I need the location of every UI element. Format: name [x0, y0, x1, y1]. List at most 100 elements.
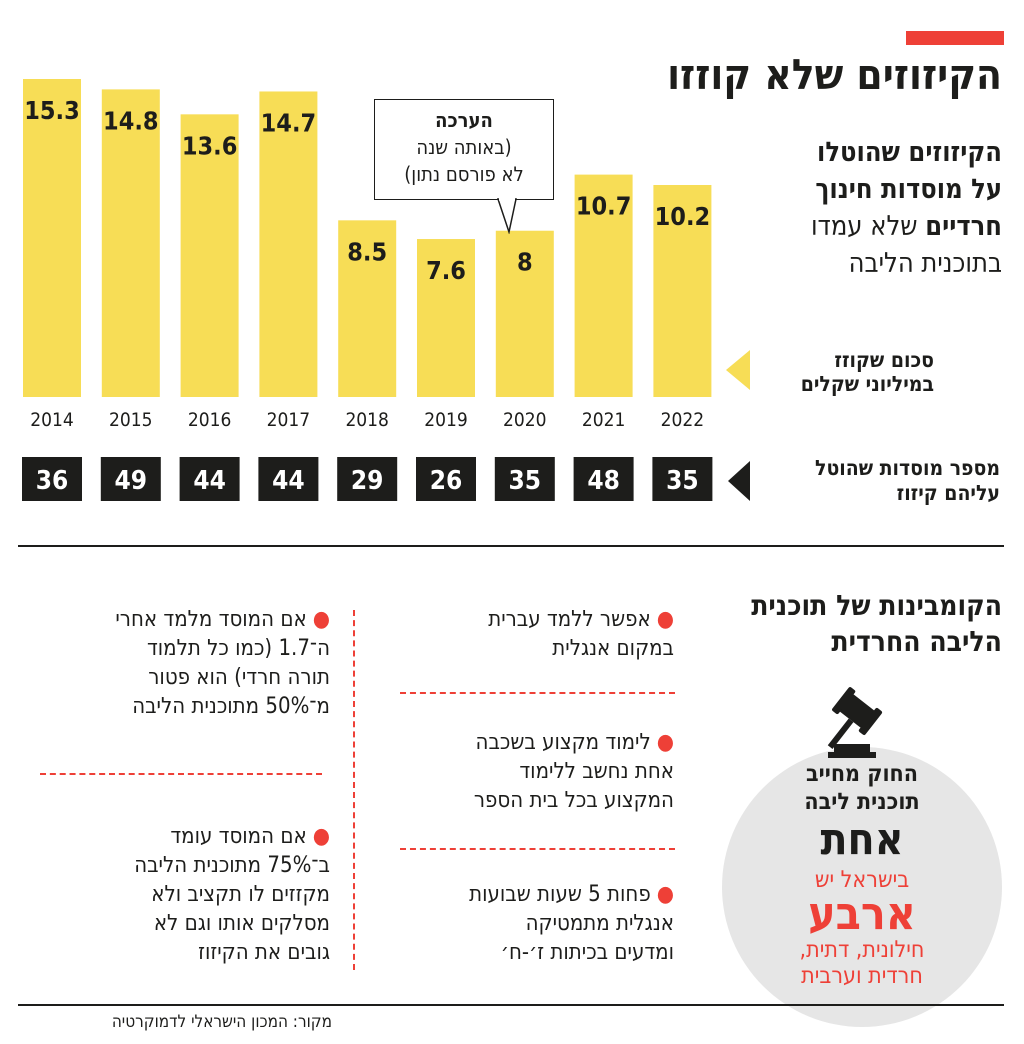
count-box	[258, 457, 319, 501]
count-label: 44	[272, 466, 305, 496]
subtitle-line3-light: שלא עמדו	[810, 211, 918, 242]
list-item-line: ה־1.7 (כמו כל תלמוד	[146, 636, 330, 661]
bar-value-label: 10.7	[576, 192, 632, 221]
bar-value-label: 10.2	[655, 202, 711, 231]
list-item-line: ב־75% מתוכנית הליבה	[134, 853, 330, 878]
bar	[495, 230, 554, 397]
count-legend-triangle-icon	[728, 461, 750, 501]
count-box	[494, 457, 555, 501]
list-item-line: מסלקים אותו וגם לא	[153, 911, 330, 936]
x-tick-label: 2014	[30, 409, 74, 431]
count-box	[100, 457, 161, 501]
bullet-dot-icon: ●	[656, 730, 674, 755]
list-item-line: במקום אנגלית	[552, 636, 674, 661]
dashed-separator	[40, 773, 322, 775]
count-legend: מספר מוסדות שהוטל עליהם קיזוז	[815, 456, 1000, 506]
combinations-title-line2: הליבה החרדית	[831, 625, 1002, 658]
amount-legend-line1: סכום שקוזז	[834, 348, 934, 372]
bar-value-label: 14.7	[261, 108, 317, 137]
count-label: 29	[351, 466, 384, 496]
count-legend-line1: מספר מוסדות שהוטל	[815, 456, 1000, 480]
bar	[180, 114, 239, 397]
bullet-dot-icon: ●	[656, 882, 674, 907]
list-item-line: אפשר ללמד עברית	[488, 607, 651, 632]
count-box	[337, 457, 398, 501]
bar	[259, 91, 318, 398]
footer-divider	[18, 1004, 1004, 1006]
list-item-line: פחות 5 שעות שבועות	[469, 882, 651, 907]
x-tick-label: 2015	[109, 409, 153, 431]
list-item: ●פחות 5 שעות שבועות אנגלית מתמטיקה ומדעי…	[469, 880, 674, 967]
subtitle-line3-bold: חרדיים	[925, 211, 1002, 242]
bar-value-label: 7.6	[426, 256, 466, 285]
subtitle-line4: בתוכנית הליבה	[848, 248, 1002, 279]
x-tick-label: 2016	[188, 409, 232, 431]
count-label: 49	[115, 466, 148, 496]
bar	[417, 239, 475, 397]
count-legend-line2: עליהם קיזוז	[896, 481, 1000, 505]
x-tick-label: 2021	[582, 409, 626, 431]
subtitle-line3: חרדיים שלא עמדו	[712, 208, 1002, 245]
combinations-title-line1: הקומבינות של תוכנית	[751, 589, 1002, 622]
list-item: ●אפשר ללמד עברית במקום אנגלית	[488, 605, 674, 663]
count-label: 48	[587, 466, 620, 496]
list-item-line: מ־50% מתוכנית הליבה	[132, 694, 330, 719]
subtitle-line1: הקיזוזים שהוטלו	[817, 137, 1002, 168]
callout-line1: (באותה שנה	[416, 135, 512, 159]
bar-value-label: 13.6	[182, 131, 238, 160]
dashed-column-separator	[353, 610, 355, 970]
law-red-line3: חרדית וערבית	[801, 963, 923, 989]
bar	[101, 89, 160, 398]
law-red-line2: חילונית, דתית,	[799, 937, 925, 963]
bullet-dot-icon: ●	[312, 824, 330, 849]
list-item-line: תורה חרדי) הוא פטור	[148, 665, 330, 690]
subtitle: הקיזוזים שהוטלו על מוסדות חינוך חרדיים ש…	[712, 134, 1002, 282]
section-divider	[18, 545, 1004, 547]
bar	[338, 220, 397, 397]
gavel-icon	[827, 687, 883, 758]
list-item: ●לימוד מקצוע בשכבה אחת נחשב ללימוד המקצו…	[474, 728, 674, 815]
list-item-line: אם המוסד עומד	[170, 824, 307, 849]
count-box	[22, 457, 82, 501]
law-big-red: ארבע	[808, 886, 916, 940]
count-box	[179, 457, 240, 501]
combinations-title: הקומבינות של תוכנית הליבה החרדית	[751, 588, 1002, 660]
list-item-line: אנגלית מתמטיקה	[525, 911, 674, 936]
callout-title: הערכה	[435, 108, 493, 132]
list-item-line: אחת נחשב ללימוד	[519, 759, 674, 784]
callout-line2: לא פורסם נתון)	[404, 162, 524, 186]
list-item-line: גובים את הקיזוז	[198, 940, 330, 965]
law-big-black: אחת	[820, 814, 904, 865]
list-item-line: מקזזים לו תקציב ולא	[151, 882, 330, 907]
x-tick-label: 2020	[503, 409, 547, 431]
bar	[574, 174, 633, 397]
subtitle-line2: על מוסדות חינוך	[815, 174, 1002, 205]
source-credit: מקור: המכון הישראלי לדמוקרטיה	[111, 1012, 332, 1032]
dashed-separator	[400, 848, 675, 850]
amount-legend-triangle-icon	[726, 350, 750, 390]
count-label: 44	[193, 466, 226, 496]
bullet-dot-icon: ●	[312, 607, 330, 632]
page-title: הקיזוזים שלא קוזזו	[667, 50, 1002, 99]
law-line1: החוק מחייב	[806, 761, 918, 787]
bullet-dot-icon: ●	[656, 607, 674, 632]
x-tick-label: 2022	[661, 409, 705, 431]
list-item-line: אם המוסד מלמד אחרי	[115, 607, 307, 632]
bar	[23, 79, 81, 397]
law-circle	[722, 747, 1002, 1027]
count-label: 26	[430, 466, 463, 496]
callout-pointer-icon	[497, 198, 517, 234]
count-box	[573, 457, 634, 501]
bar-chart: 15.3 2014 36 14.8 2015 49 13.6 2016 44 14.7 2017 44…	[22, 79, 713, 501]
amount-legend-line2: במיליוני שקלים	[800, 372, 934, 396]
count-label: 35	[509, 466, 542, 496]
accent-bar	[906, 31, 1004, 45]
law-line2: תוכנית ליבה	[804, 789, 920, 815]
x-tick-label: 2019	[424, 409, 468, 431]
list-item: ●אם המוסד מלמד אחרי ה־1.7 (כמו כל תלמוד …	[115, 605, 330, 721]
count-box	[416, 457, 476, 501]
estimate-callout: הערכה (באותה שנה לא פורסם נתון)	[374, 99, 554, 200]
law-red-line1: בישראל יש	[814, 867, 910, 893]
list-item-line: המקצוע בכל בית הספר	[473, 788, 674, 813]
bar-value-label: 14.8	[103, 106, 159, 135]
